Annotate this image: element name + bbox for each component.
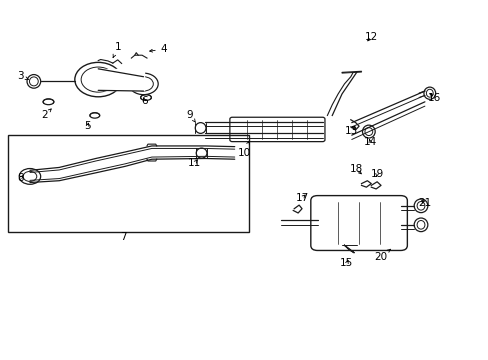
Text: 19: 19	[370, 168, 383, 179]
Text: 13: 13	[345, 126, 358, 135]
Text: 15: 15	[340, 258, 353, 268]
Text: 9: 9	[186, 110, 195, 122]
Text: 4: 4	[149, 44, 167, 54]
Text: 20: 20	[374, 249, 389, 262]
Text: 14: 14	[363, 138, 376, 147]
Text: 1: 1	[113, 42, 121, 58]
Text: 18: 18	[349, 164, 363, 174]
Text: 11: 11	[188, 158, 201, 168]
Text: 8: 8	[17, 173, 23, 183]
Text: 2: 2	[41, 109, 51, 121]
Bar	[8, 135, 249, 232]
Text: 17: 17	[295, 193, 308, 203]
Text: 3: 3	[17, 71, 29, 81]
Text: 21: 21	[417, 198, 430, 208]
Text: 7: 7	[120, 232, 126, 242]
Text: 16: 16	[427, 93, 440, 103]
Text: 12: 12	[364, 32, 377, 41]
Text: 10: 10	[238, 141, 250, 158]
Text: 6: 6	[141, 96, 147, 106]
Text: 5: 5	[84, 121, 91, 131]
